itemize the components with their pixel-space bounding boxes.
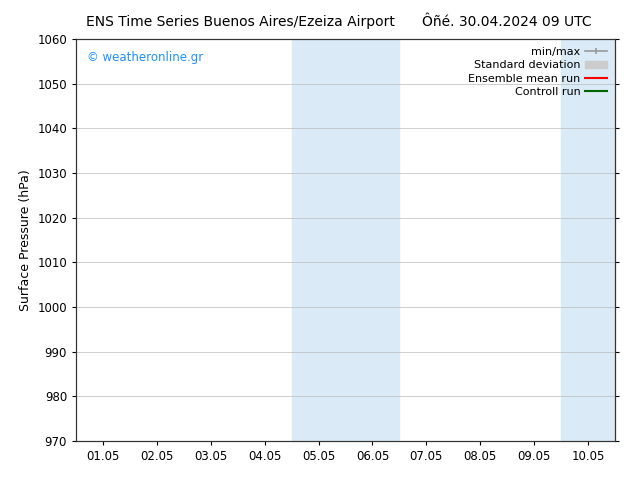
Text: ENS Time Series Buenos Aires/Ezeiza Airport: ENS Time Series Buenos Aires/Ezeiza Airp… bbox=[86, 15, 396, 29]
Text: © weatheronline.gr: © weatheronline.gr bbox=[87, 51, 203, 64]
Text: Ôñé. 30.04.2024 09 UTC: Ôñé. 30.04.2024 09 UTC bbox=[422, 15, 592, 29]
Bar bbox=[292, 39, 399, 441]
Y-axis label: Surface Pressure (hPa): Surface Pressure (hPa) bbox=[19, 169, 32, 311]
Legend: min/max, Standard deviation, Ensemble mean run, Controll run: min/max, Standard deviation, Ensemble me… bbox=[466, 45, 609, 99]
Bar bbox=[561, 39, 615, 441]
